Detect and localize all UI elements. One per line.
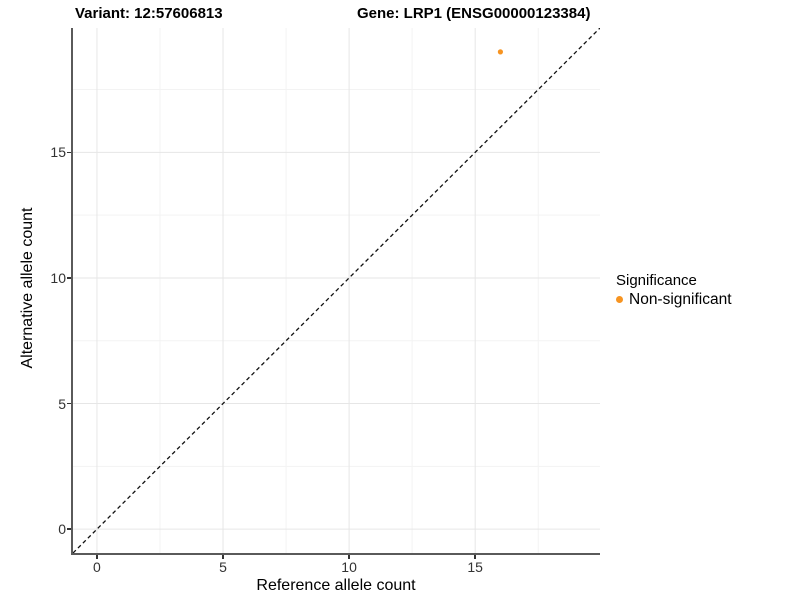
legend-title: Significance — [616, 272, 697, 289]
y-tick-mark — [67, 402, 71, 405]
legend-item-label: Non-significant — [629, 291, 732, 308]
y-tick-label: 10 — [50, 269, 66, 286]
plot-panel — [73, 28, 600, 553]
data-point — [497, 49, 503, 55]
y-axis-line — [71, 28, 73, 555]
x-tick-mark — [474, 555, 476, 559]
x-axis-line — [71, 553, 600, 555]
variant-title: Variant: 12:57606813 — [75, 5, 223, 22]
y-tick-label: 5 — [58, 395, 66, 412]
x-tick-label: 5 — [219, 559, 227, 575]
legend: Significance Non-significant — [616, 272, 732, 308]
y-axis-title: Alternative allele count — [19, 207, 36, 369]
y-tick-mark — [67, 151, 71, 154]
plot-canvas — [73, 28, 600, 553]
x-tick-label: 0 — [93, 559, 101, 575]
x-tick-label: 10 — [341, 559, 357, 575]
y-tick-mark — [67, 528, 71, 530]
x-tick-mark — [222, 555, 224, 559]
legend-item: Non-significant — [616, 291, 732, 308]
legend-items: Non-significant — [616, 291, 732, 308]
x-tick-label: 15 — [467, 559, 483, 575]
identity-dashed-line — [73, 28, 600, 553]
x-tick-mark — [96, 555, 98, 559]
x-axis-title: Reference allele count — [256, 577, 416, 594]
y-tick-label: 0 — [58, 521, 66, 538]
y-tick-label: 15 — [50, 144, 66, 161]
gene-title: Gene: LRP1 (ENSG00000123384) — [357, 5, 591, 22]
x-tick-mark — [348, 555, 350, 559]
legend-point-icon — [616, 296, 623, 303]
y-tick-mark — [67, 277, 71, 279]
